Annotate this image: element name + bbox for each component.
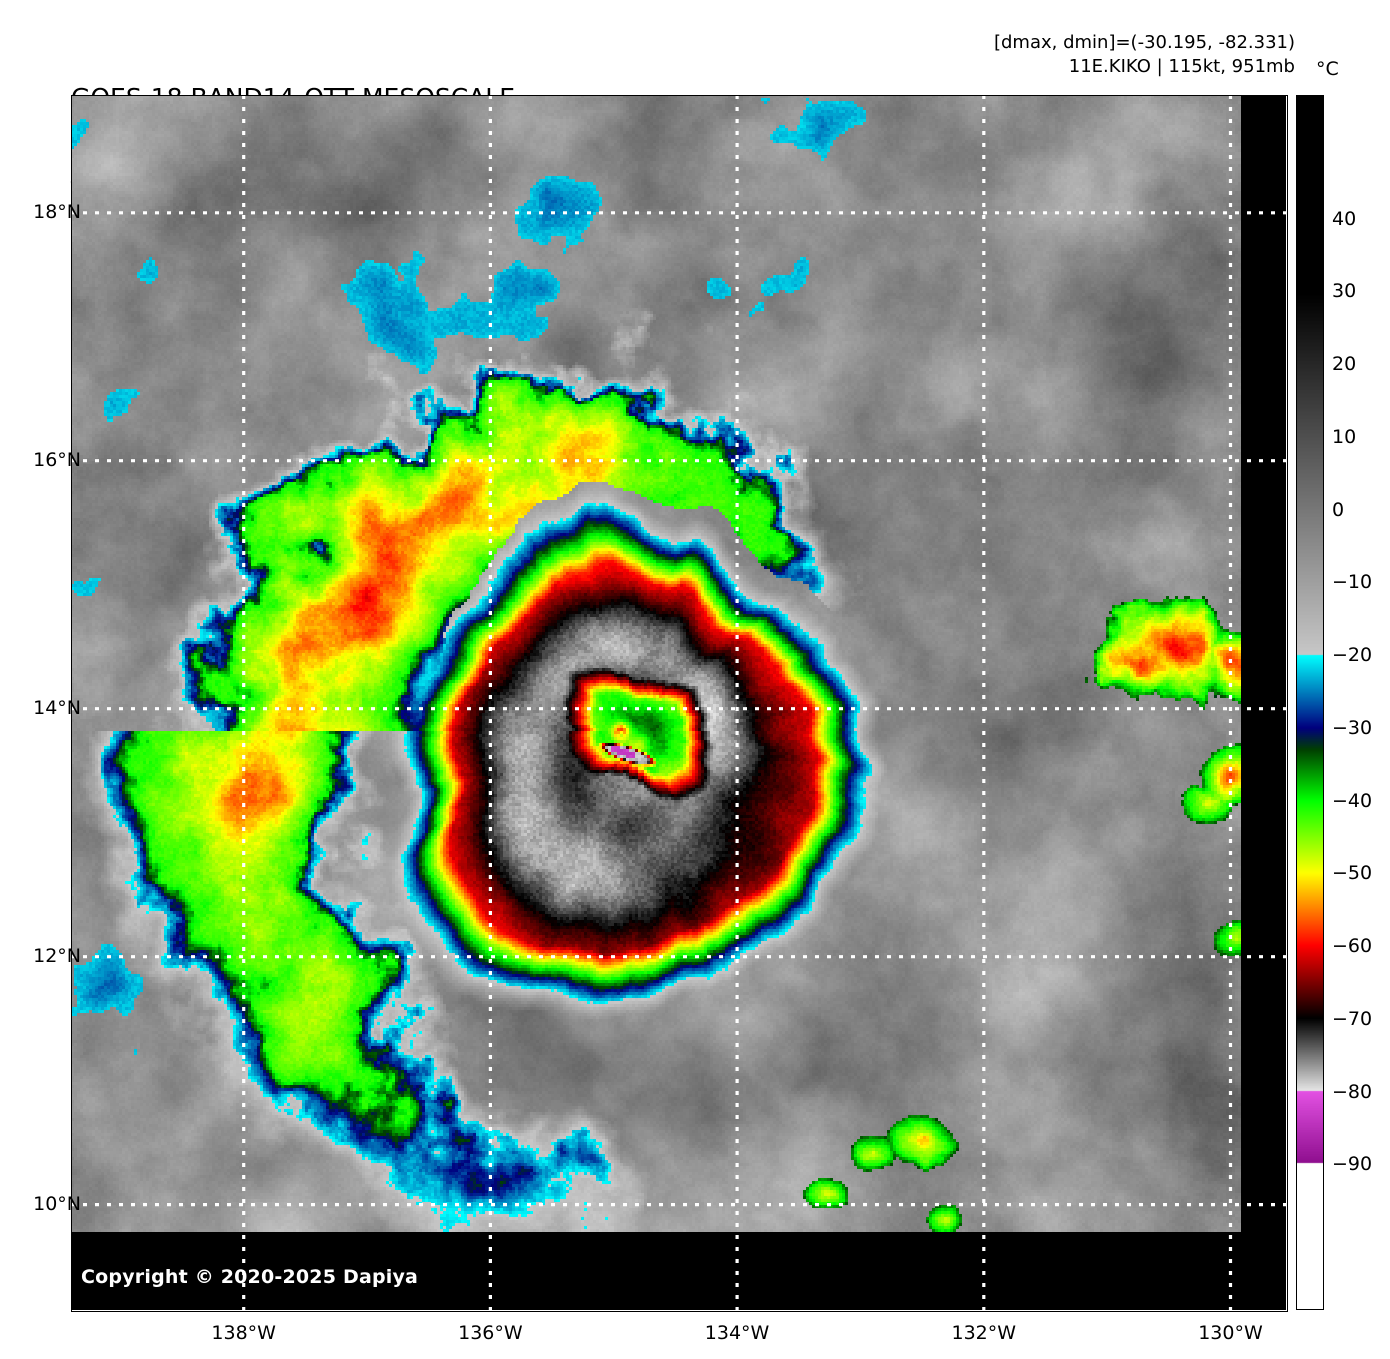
colorbar-tick-label: −90 (1332, 1153, 1373, 1176)
copyright-label: Copyright © 2020-2025 Dapiya (81, 1266, 419, 1288)
colorbar[interactable] (1296, 95, 1324, 1310)
longitude-tick-label: 138°W (211, 1322, 276, 1344)
latitude-tick-label: 10°N (33, 1192, 81, 1215)
colorbar-tick-label: −70 (1332, 1007, 1373, 1030)
colorbar-tick-label: 20 (1332, 353, 1357, 376)
colorbar-tick-label: 10 (1332, 425, 1357, 448)
colorbar-tick-label: −30 (1332, 716, 1373, 739)
latitude-tick-label: 12°N (33, 944, 81, 967)
colorbar-tick-label: −10 (1332, 571, 1373, 594)
longitude-tick-label: 132°W (951, 1322, 1017, 1344)
latitude-tick-label: 18°N (33, 200, 81, 223)
colorbar-tick-label: −50 (1332, 862, 1373, 885)
colorbar-tick-label: −40 (1332, 789, 1373, 812)
lat-lon-gridlines (71, 95, 1286, 1310)
satellite-plot[interactable]: Copyright © 2020-2025 Dapiya (71, 95, 1286, 1310)
colorbar-unit-label: °C (1316, 58, 1339, 80)
colorbar-tick-label: 30 (1332, 280, 1357, 303)
dminmax-label: [dmax, dmin]=(-30.195, -82.331) (993, 32, 1295, 53)
longitude-tick-label: 136°W (458, 1322, 523, 1344)
header-right: [dmax, dmin]=(-30.195, -82.331) 11E.KIKO… (994, 31, 1295, 79)
storm-info-label: 11E.KIKO | 115kt, 951mb (1068, 56, 1295, 77)
longitude-tick-label: 130°W (1198, 1322, 1263, 1344)
colorbar-tick-label: −20 (1332, 644, 1373, 667)
latitude-tick-label: 16°N (33, 448, 81, 471)
colorbar-tick-label: −60 (1332, 935, 1373, 958)
longitude-tick-label: 134°W (704, 1322, 770, 1344)
colorbar-tick-label: 40 (1332, 207, 1357, 230)
colorbar-tick-label: −80 (1332, 1080, 1373, 1103)
satellite-imagery-canvas (71, 95, 1286, 1310)
colorbar-gradient (1297, 96, 1323, 1309)
latitude-tick-label: 14°N (33, 696, 81, 719)
colorbar-tick-label: 0 (1332, 498, 1345, 521)
